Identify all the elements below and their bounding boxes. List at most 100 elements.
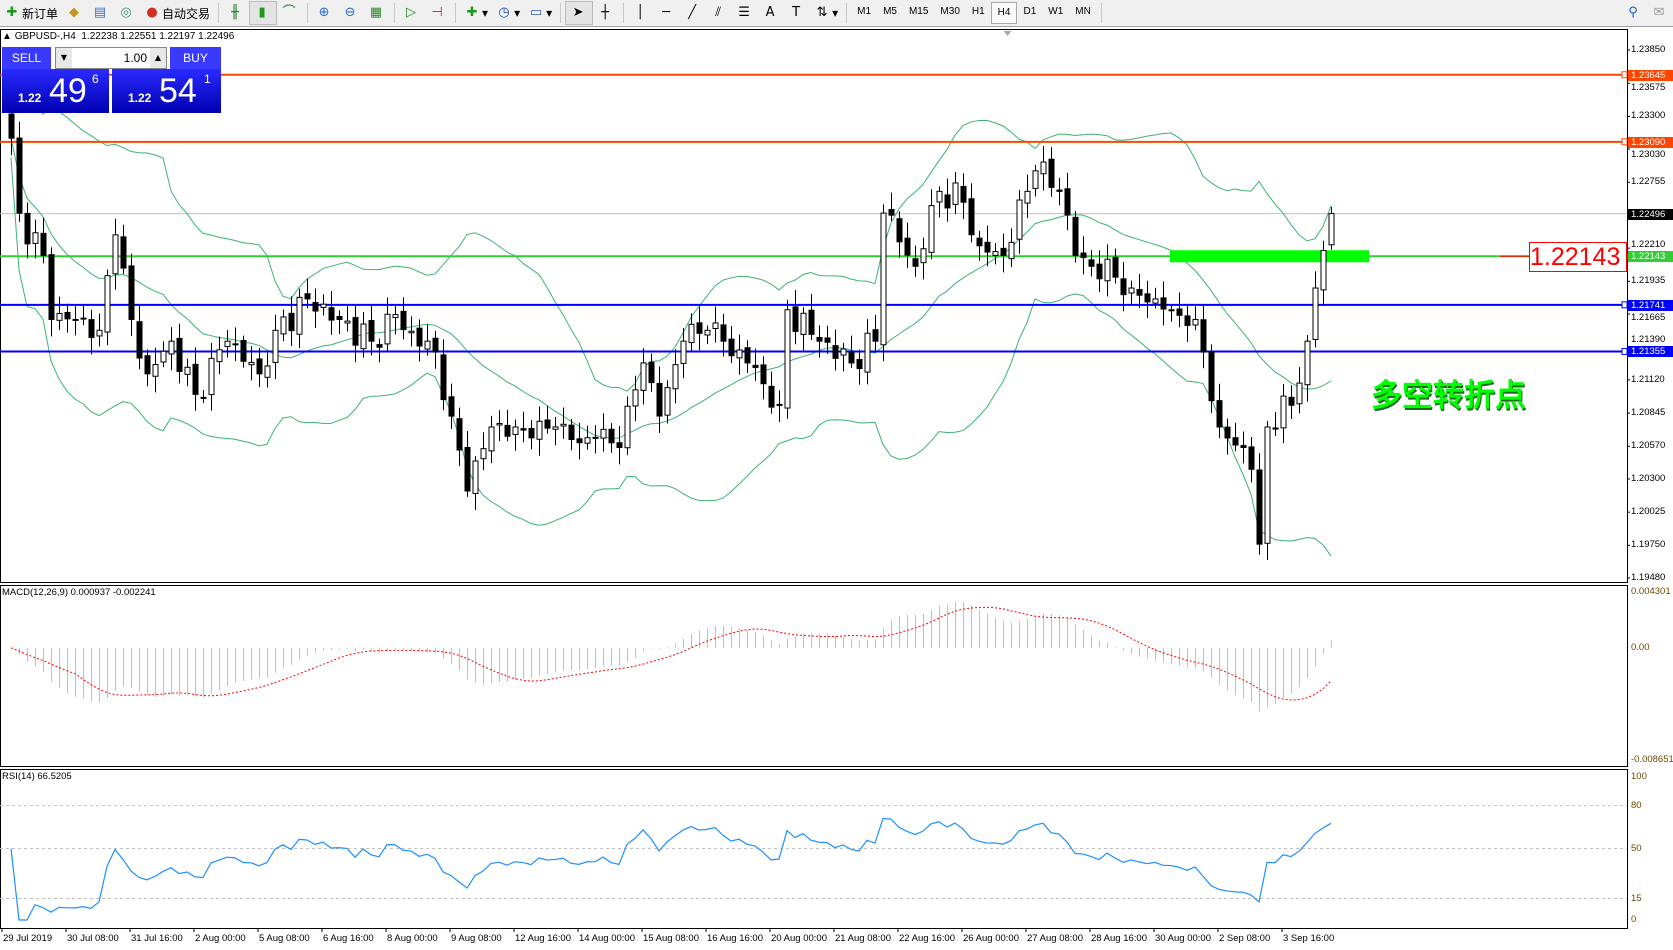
bearish-candle <box>376 344 383 348</box>
bullish-candle <box>152 364 159 377</box>
bearish-candle <box>720 324 727 342</box>
equidistant-channel-button[interactable]: ⫽ <box>706 2 732 24</box>
vertical-line-button[interactable]: │ <box>628 2 654 24</box>
lot-size-stepper[interactable]: ▼ 1.00 ▲ <box>55 47 167 69</box>
timeframe-m5[interactable]: M5 <box>883 6 897 17</box>
line-chart-button[interactable]: ⌒ <box>277 2 303 24</box>
bearish-candle <box>1056 189 1063 192</box>
lot-size-input[interactable]: 1.00 <box>123 51 147 65</box>
line-chart-icon: ⌒ <box>282 5 296 20</box>
bearish-candle <box>1000 247 1007 256</box>
indicators-button[interactable]: ✚ ▾ <box>460 2 492 24</box>
bullish-candle <box>1296 382 1303 405</box>
trendline-button[interactable]: ╱ <box>680 2 706 24</box>
bearish-candle <box>144 355 151 375</box>
horizontal-line-button[interactable]: ─ <box>654 2 680 24</box>
bearish-candle <box>848 351 855 364</box>
arrows-button[interactable]: ⇅ ▾ <box>810 2 842 24</box>
bullish-candle <box>320 303 327 308</box>
rsi-axis-label: 50 <box>1631 842 1642 854</box>
chart-shift-button[interactable]: ⊣ <box>425 2 451 24</box>
timeframe-m30[interactable]: M30 <box>940 6 960 17</box>
bullish-candle <box>72 318 79 321</box>
current-price-label: 1.22496 <box>1628 208 1673 220</box>
sell-price[interactable]: 1.22 49 6 <box>2 69 109 113</box>
bearish-candle <box>1208 351 1215 402</box>
price-label-annotation[interactable]: 1.22143 <box>1529 242 1627 272</box>
search-button[interactable]: ⚲ <box>1621 2 1647 24</box>
timeframe-mn[interactable]: MN <box>1075 6 1091 17</box>
bullish-candle <box>1032 170 1039 189</box>
bearish-candle <box>760 364 767 385</box>
bearish-candle <box>80 317 87 320</box>
timeframe-h1[interactable]: H1 <box>971 6 985 17</box>
bearish-candle <box>944 194 951 209</box>
buy-price[interactable]: 1.22 54 1 <box>112 69 221 113</box>
navigator-button[interactable]: ▤ <box>88 2 114 24</box>
bullish-candle <box>424 340 431 350</box>
text-label-icon: T <box>792 5 801 20</box>
bearish-candle <box>912 258 919 267</box>
tile-windows-icon: ▦ <box>369 5 383 20</box>
bullish-candle <box>184 366 191 375</box>
cursor-button[interactable]: ➤ <box>565 1 594 25</box>
fibonacci-button[interactable]: ☰ <box>732 2 758 24</box>
crosshair-icon: ┼ <box>601 5 610 20</box>
increase-lot-icon[interactable]: ▲ <box>150 48 166 68</box>
auto-scroll-button[interactable]: ▷ <box>399 2 425 24</box>
templates-button[interactable]: ▭ ▾ <box>529 5 553 20</box>
bearish-candle <box>48 254 55 320</box>
chart-canvas[interactable] <box>0 27 1673 950</box>
bullish-candle <box>928 205 935 253</box>
zoom-in-button[interactable]: ⊕ <box>312 2 338 24</box>
bullish-candle <box>1264 426 1271 544</box>
signals-icon: ◎ <box>120 5 132 20</box>
bullish-candle <box>264 365 271 378</box>
timeframe-w1[interactable]: W1 <box>1048 6 1064 17</box>
bar-chart-button[interactable]: ╫ <box>223 2 249 24</box>
bearish-candle <box>656 382 663 417</box>
bullish-candle <box>472 460 479 494</box>
separator <box>455 3 457 23</box>
market-watch-button[interactable]: ◆ <box>62 2 88 24</box>
collapse-arrow-icon[interactable]: ▲ <box>2 31 15 42</box>
indicators-icon: ✚ <box>466 5 478 20</box>
timeframe-h4[interactable]: H4 <box>990 2 1018 24</box>
macd-axis-label: -0.008651 <box>1631 754 1673 765</box>
time-tick-label: 30 Aug 00:00 <box>1155 933 1211 944</box>
bollinger-lower-band <box>10 157 1332 557</box>
zoom-out-icon: ⊖ <box>344 5 356 20</box>
chat-icon: ✉ <box>1653 5 1665 20</box>
periods-button[interactable]: ◷ ▾ <box>492 2 524 24</box>
decrease-lot-icon[interactable]: ▼ <box>56 48 72 68</box>
text-button[interactable]: A <box>758 2 784 24</box>
bearish-candle <box>832 345 839 359</box>
timeframe-m15[interactable]: M15 <box>908 6 929 17</box>
bearish-candle <box>1200 319 1207 353</box>
bearish-candle <box>856 358 863 370</box>
crosshair-button[interactable]: ┼ <box>593 2 619 24</box>
timeframe-d1[interactable]: D1 <box>1023 6 1037 17</box>
bullish-candle <box>1016 199 1023 240</box>
bullish-candle <box>112 234 119 275</box>
text-label-button[interactable]: T <box>784 2 810 24</box>
tile-windows-button[interactable]: ▦ <box>364 2 390 24</box>
chat-button[interactable]: ✉ <box>1647 2 1673 24</box>
buy-button[interactable]: BUY <box>170 47 221 69</box>
rsi-axis-label: 15 <box>1631 892 1642 904</box>
bearish-candle <box>544 419 551 429</box>
candlestick-button[interactable]: ▮ <box>249 1 278 25</box>
zoom-out-button[interactable]: ⊖ <box>338 2 364 24</box>
text-icon: A <box>765 5 775 20</box>
turning-point-text[interactable]: 多空转折点 <box>1371 378 1526 414</box>
bullish-candle <box>208 357 215 396</box>
timeframe-m1[interactable]: M1 <box>857 6 872 17</box>
new-order-button[interactable]: ✚ 新订单 <box>0 2 62 24</box>
price-tick-label: 1.23850 <box>1631 44 1666 55</box>
bearish-candle <box>568 424 575 440</box>
auto-trading-button[interactable]: ● 自动交易 <box>140 2 214 24</box>
signals-button[interactable]: ◎ <box>114 2 140 24</box>
sell-button[interactable]: SELL <box>2 47 51 69</box>
bullish-candle <box>1152 298 1159 304</box>
price-tick-label: 1.20025 <box>1631 506 1666 518</box>
